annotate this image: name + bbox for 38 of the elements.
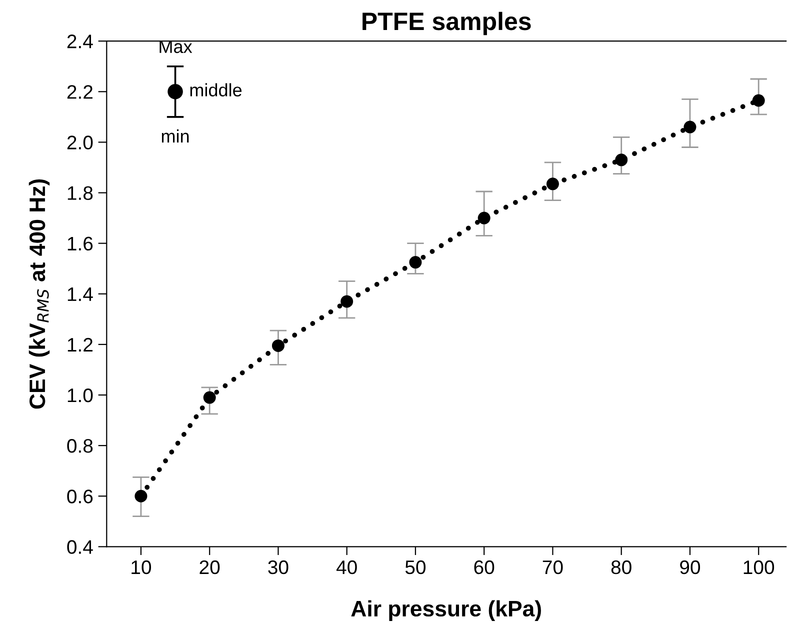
y-axis-title: CEV (kV$_{RMS}$ at 400 Hz): [28, 179, 50, 409]
point: [546, 178, 559, 190]
point: [684, 120, 696, 134]
y-tick-label: 1.6: [68, 236, 93, 251]
annotation: min: [162, 129, 189, 143]
x-tick-label: 10: [132, 560, 152, 574]
y-tick-label: 2.0: [67, 136, 93, 150]
y-tick-label: 0.8: [67, 439, 93, 453]
y-tick-label: 2.2: [67, 85, 92, 99]
y-tick-label: 0.4: [67, 540, 93, 554]
x-tick-label: 100: [744, 560, 774, 574]
x-tick-label: 80: [611, 560, 632, 574]
x-tick-label: 30: [268, 560, 288, 574]
y-tick-label: 1.8: [68, 186, 93, 200]
point: [340, 295, 354, 308]
annotation: Max: [160, 40, 192, 54]
point: [134, 490, 148, 502]
point: [752, 94, 765, 107]
x-tick-label: 60: [474, 560, 494, 574]
point: [615, 154, 628, 166]
point: [168, 84, 183, 100]
annotation: middle: [190, 83, 242, 96]
x-tick-label: 20: [200, 560, 220, 574]
point: [478, 212, 490, 224]
chart-title: PTFE samples: [362, 12, 531, 36]
point: [203, 391, 216, 404]
point: [272, 339, 284, 352]
y-tick-label: 0.6: [67, 490, 93, 504]
y-tick-label: 1.4: [68, 288, 93, 301]
y-tick-label: 1.2: [68, 338, 92, 352]
y-tick-label: 1.0: [68, 388, 93, 402]
y-tick-label: 2.4: [67, 34, 93, 48]
x-tick-label: 70: [542, 560, 563, 574]
x-tick-label: 90: [680, 560, 700, 574]
x-axis-title: Air pressure (kPa): [351, 600, 541, 621]
point: [409, 256, 422, 269]
x-tick-label: 40: [336, 560, 357, 574]
x-tick-label: 50: [405, 560, 426, 574]
